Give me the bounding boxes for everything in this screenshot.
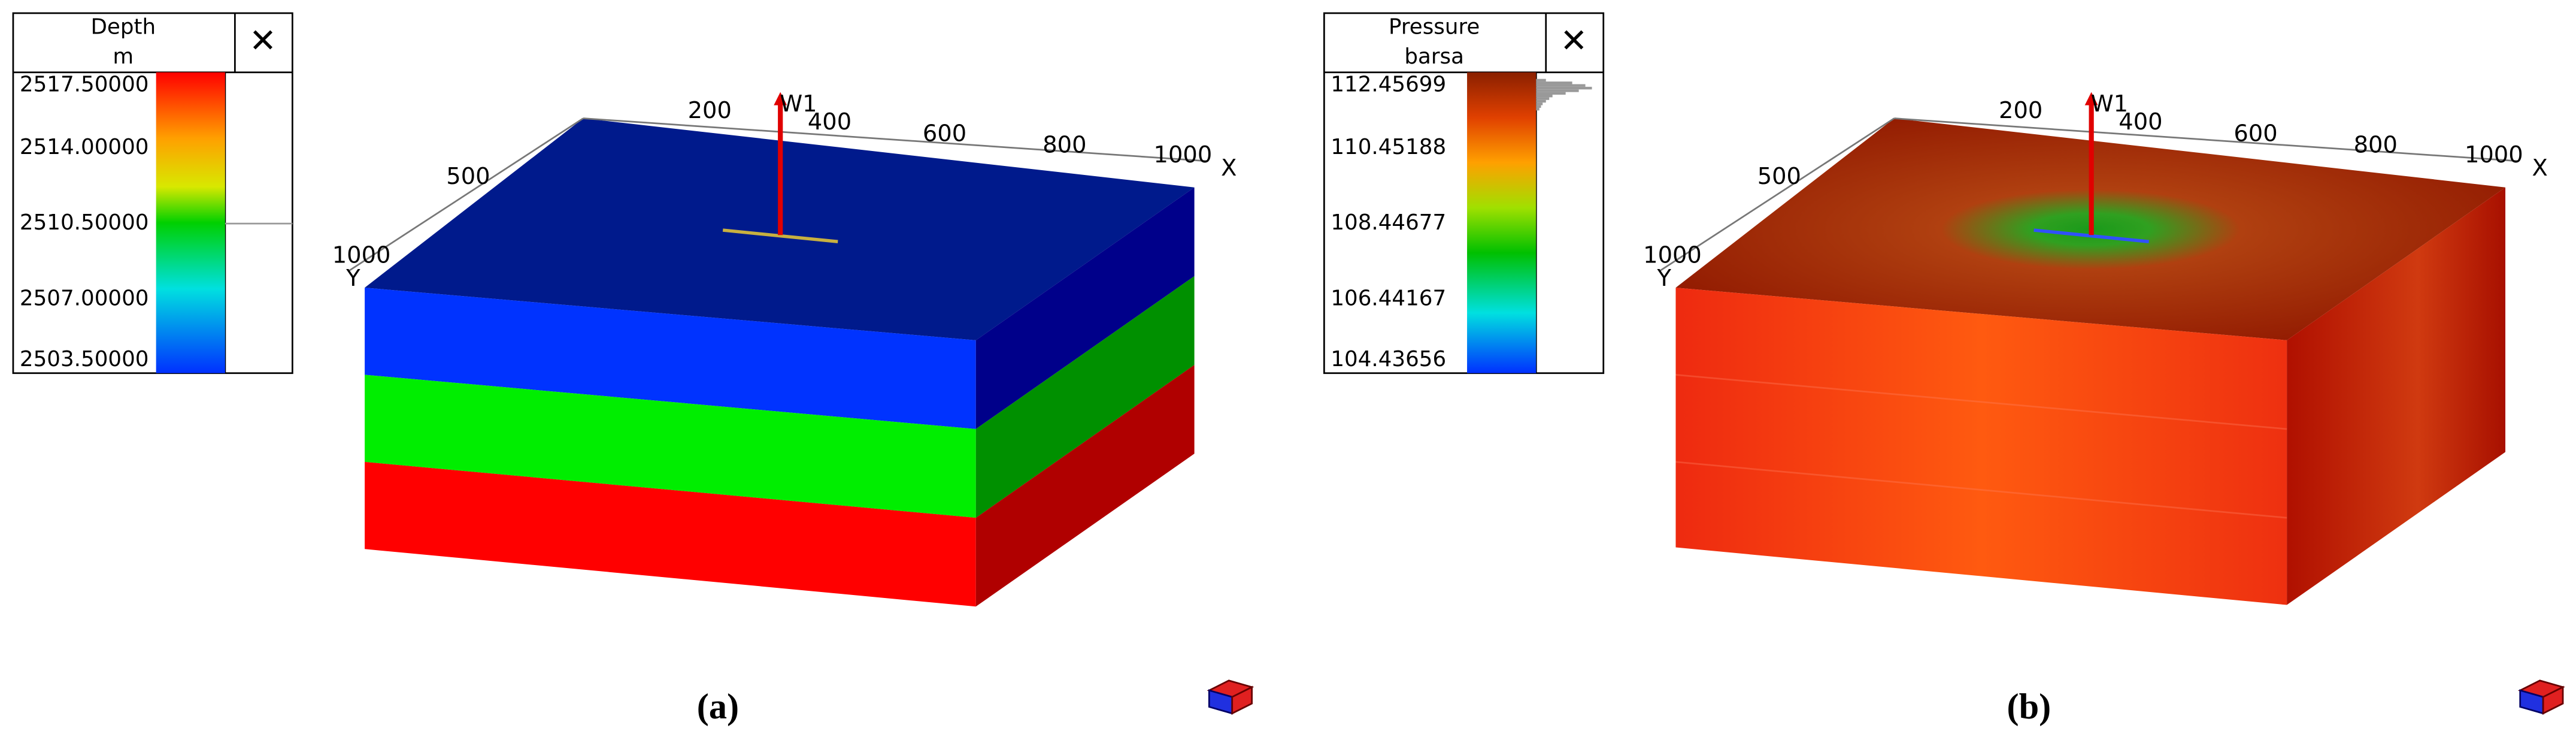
x-tick-label: 400	[808, 108, 851, 135]
side-layer	[975, 365, 1195, 607]
x-axis	[583, 117, 1208, 162]
legend-tick-label: 104.43656	[1331, 347, 1446, 372]
layer-edge	[1675, 374, 2287, 430]
histogram-bar	[1536, 81, 1572, 84]
legend-tick-label: 112.45699	[1331, 73, 1446, 97]
y-tick-label: 500	[1757, 163, 1801, 190]
panel: Pressure barsa ✕ 112.45699 110.45188 108.4467…	[1323, 12, 2565, 727]
legend-tick-label: 2517.50000	[20, 73, 149, 97]
color-bar	[156, 72, 225, 373]
y-axis-label: Y	[346, 265, 360, 292]
icon-face	[2542, 685, 2564, 715]
y-axis	[1659, 117, 1895, 272]
y-axis-label: Y	[1657, 265, 1672, 292]
caption: (a)	[697, 687, 739, 727]
color-bar	[1467, 72, 1536, 373]
histogram-bar	[1536, 102, 1543, 105]
well-completion	[2033, 228, 2149, 244]
x-axis-label: X	[2532, 155, 2547, 182]
legend: Pressure barsa ✕ 112.45699 110.45188 108.4467…	[1323, 12, 1605, 374]
y-tick-label: 1000	[1643, 241, 1702, 268]
front-layer	[365, 374, 976, 518]
legend-title: Pressure	[1389, 15, 1480, 40]
well-head	[774, 92, 787, 105]
caption: (b)	[2007, 687, 2051, 727]
x-tick-label: 1000	[2465, 141, 2523, 168]
histogram-bar	[1536, 84, 1586, 87]
panel: Depth m ✕ 2517.50000 2514.00000 2510.50000 250…	[12, 12, 1254, 727]
x-tick-label: 600	[2233, 120, 2277, 147]
close-button[interactable]: ✕	[1560, 21, 1587, 59]
x-tick-label: 200	[688, 97, 732, 124]
histogram-bar	[1536, 78, 1546, 82]
legend-unit: barsa	[1404, 44, 1464, 69]
y-tick-label: 1000	[332, 241, 391, 268]
x-tick-label: 200	[1999, 97, 2042, 124]
well-label: W1	[2091, 90, 2128, 117]
icon-face	[1231, 685, 1253, 715]
legend-tick-label: 110.45188	[1331, 135, 1446, 159]
legend-tick-label: 2510.50000	[20, 210, 149, 235]
front-layer	[365, 461, 976, 607]
histogram-bar	[1536, 107, 1539, 111]
x-tick-label: 400	[2119, 108, 2162, 135]
orientation-icon	[1207, 679, 1254, 715]
legend-tick-label: 2507.00000	[20, 286, 149, 310]
side-face	[2287, 187, 2506, 605]
y-axis	[347, 117, 584, 272]
histogram-bar	[1536, 95, 1553, 98]
orientation-icon	[2517, 679, 2565, 715]
histogram-bar	[1536, 89, 1579, 92]
well-label: W1	[780, 90, 817, 117]
legend-tick-label: 2503.50000	[20, 347, 149, 372]
close-button[interactable]: ✕	[249, 21, 277, 59]
front-face	[1675, 288, 2287, 605]
legend-tick-label: 2514.00000	[20, 135, 149, 159]
y-tick-label: 500	[446, 163, 490, 190]
x-axis	[1894, 117, 2519, 162]
front-layer	[365, 288, 976, 430]
side-layer	[975, 276, 1195, 518]
histogram-bar	[1536, 86, 1592, 90]
layer-edge	[1675, 461, 2287, 519]
legend-title: Depth	[90, 15, 156, 40]
well-completion	[722, 228, 838, 244]
x-tick-label: 800	[2354, 132, 2398, 159]
x-tick-label: 1000	[1154, 141, 1213, 168]
x-axis-label: X	[1221, 155, 1237, 182]
legend-unit: m	[113, 44, 134, 69]
histogram-bar	[1536, 99, 1546, 103]
histogram-bar	[1536, 97, 1550, 100]
histogram-bar	[1536, 92, 1566, 95]
x-tick-label: 600	[923, 120, 966, 147]
legend: Depth m ✕ 2517.50000 2514.00000 2510.50000 250…	[12, 12, 293, 374]
histogram-bar	[1536, 105, 1541, 108]
legend-tick-label: 108.44677	[1331, 210, 1446, 235]
x-tick-label: 800	[1042, 132, 1086, 159]
legend-frame	[12, 12, 293, 374]
well-head	[2084, 92, 2098, 105]
side-layer	[975, 187, 1195, 430]
legend-tick-label: 106.44167	[1331, 286, 1446, 310]
